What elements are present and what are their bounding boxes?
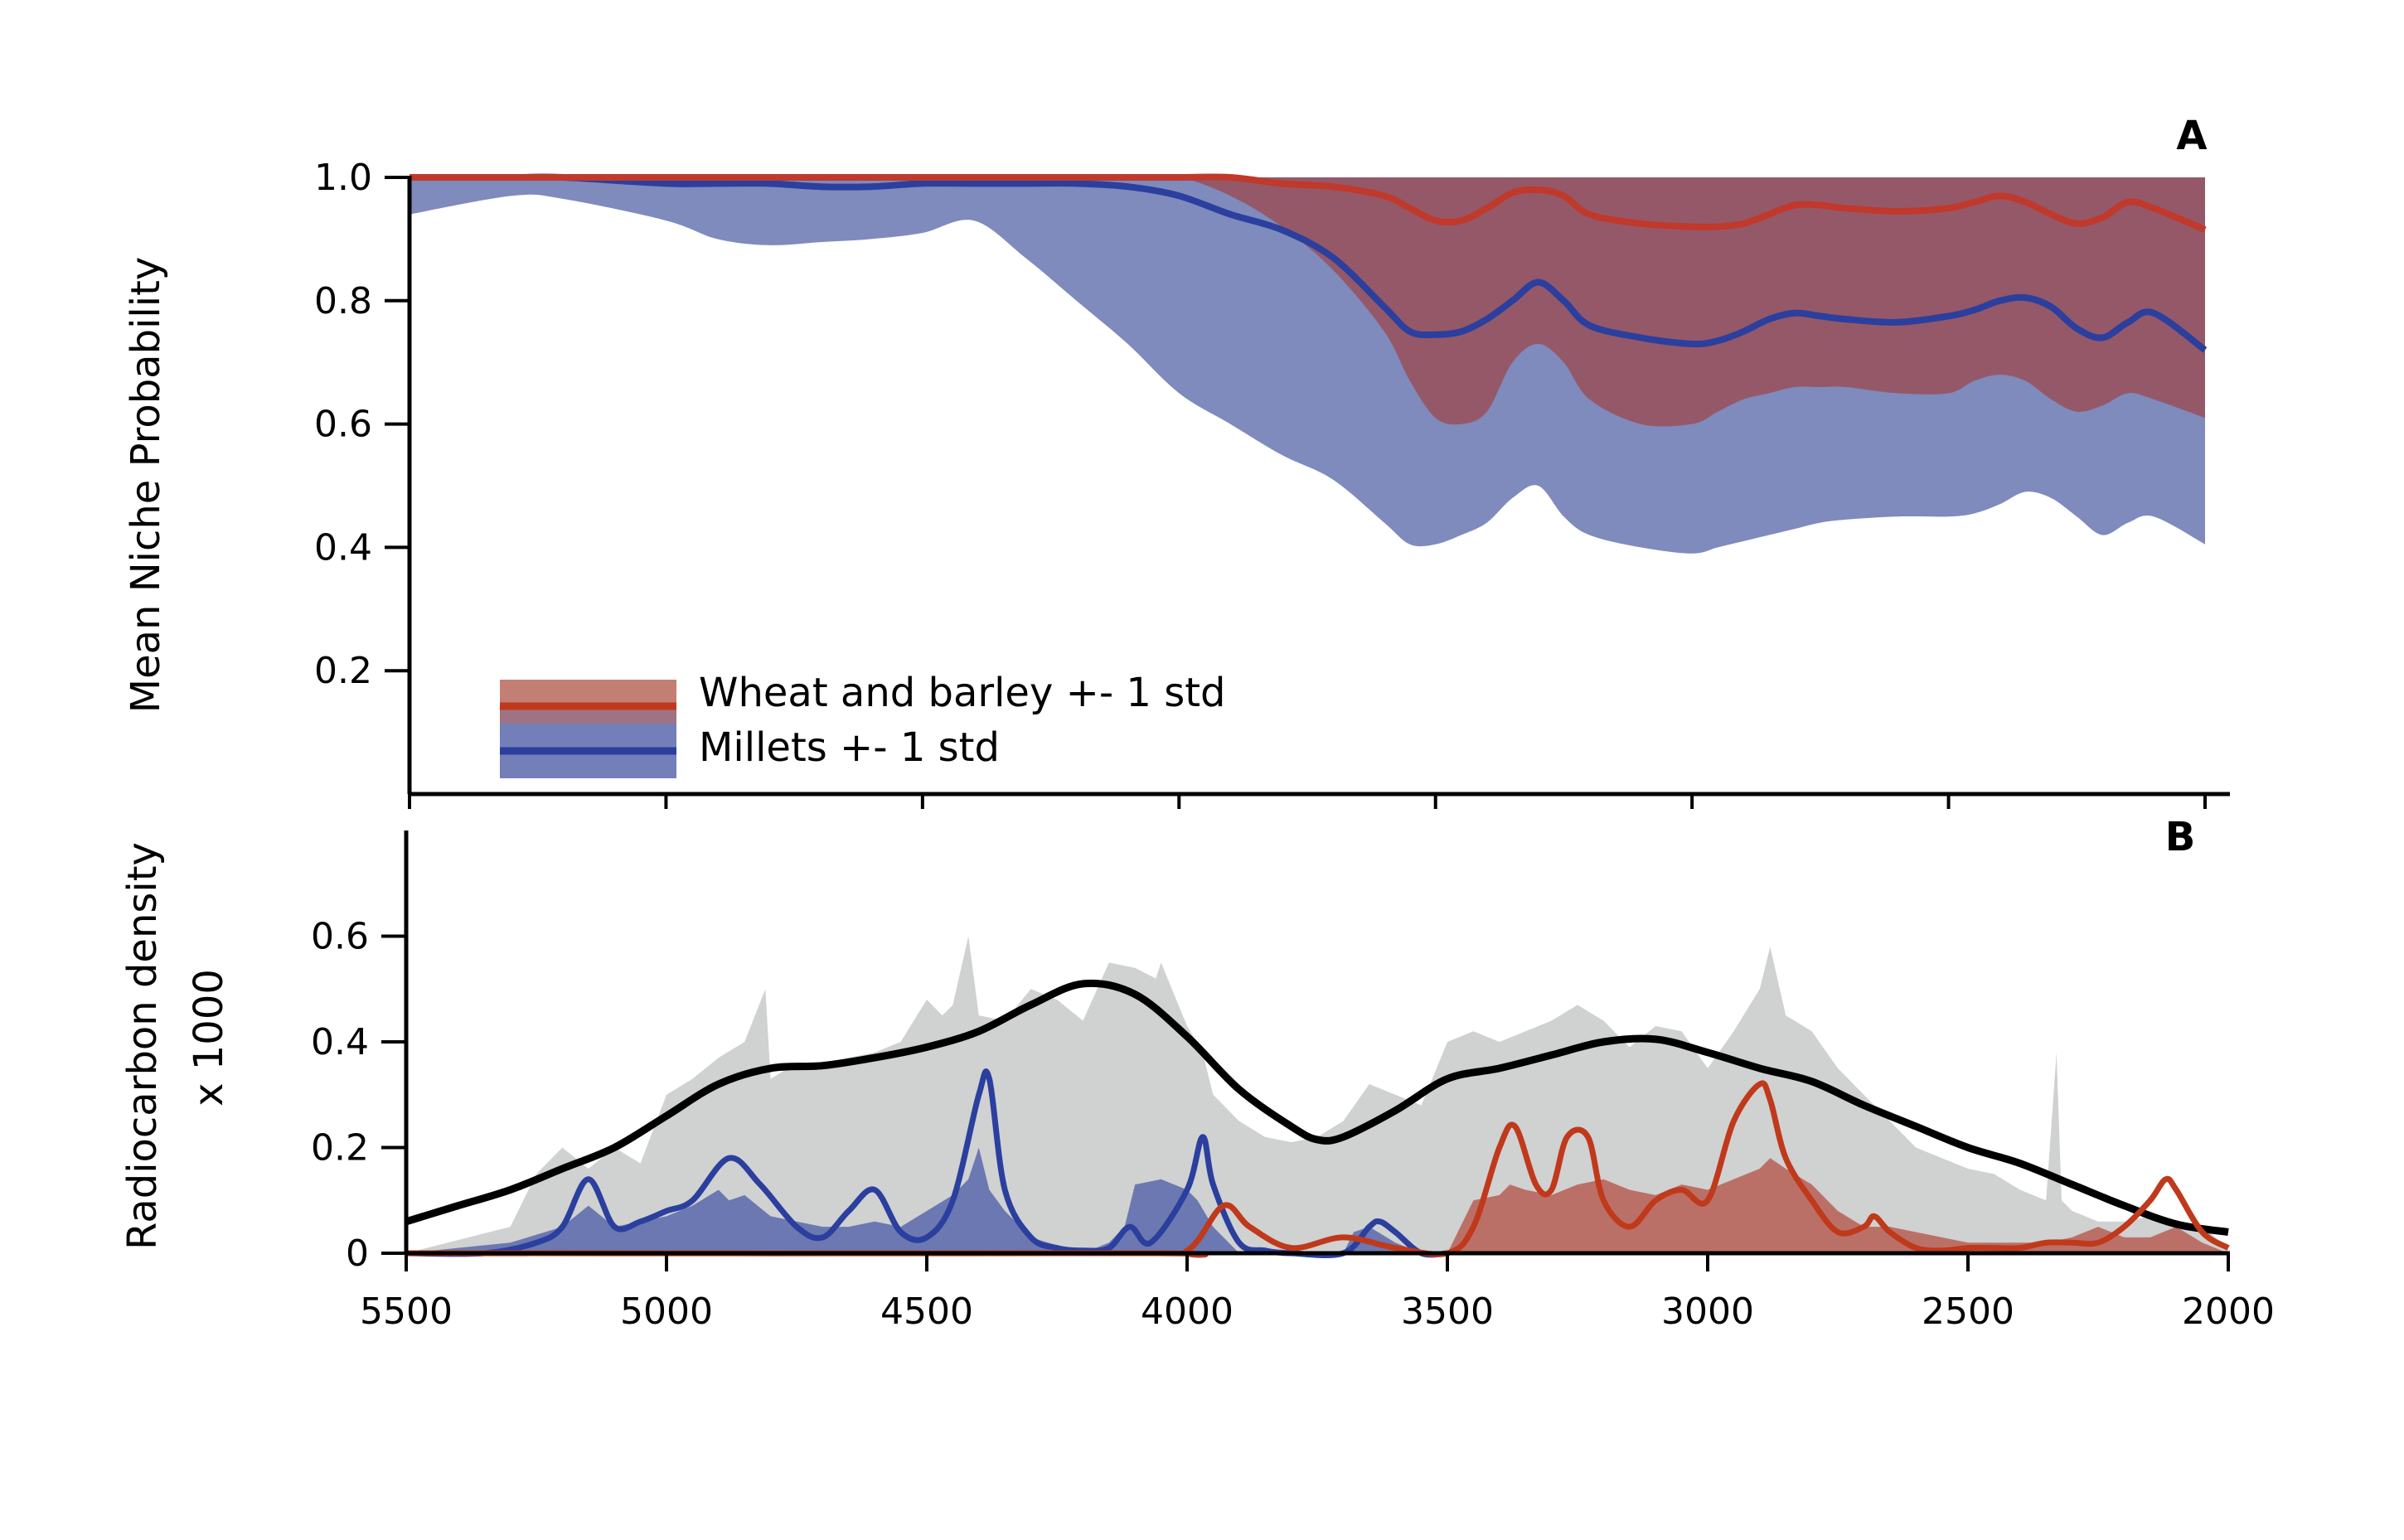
panel-a-y-ticks: 0.2 0.4 0.6 0.8 1.0	[314, 157, 410, 692]
panel-b-x-ticks: 5500 5000 4500 4000 3500 3000 2500 2000	[360, 1253, 2275, 1333]
panel-b-y-tick-label-0-2: 0.2	[311, 1127, 369, 1170]
panel-b-y-tick-label-0-4: 0.4	[311, 1021, 369, 1063]
panel-b: 0 0.2 0.4 0.6 5500 5000 4500 4000 3500 3000 2500 2…	[119, 814, 2275, 1333]
panel-a-y-tick-label-0-8: 0.8	[314, 280, 372, 322]
panel-a-x-ticks	[408, 794, 2207, 809]
panel-a-y-tick-label-0-4: 0.4	[314, 526, 372, 569]
panel-a: 0.2 0.4 0.6 0.8 1.0 Mean Niche Probability A…	[123, 113, 2230, 809]
panel-b-y-ticks: 0 0.2 0.4 0.6	[311, 916, 406, 1275]
panel-a-y-tick-label-0-6: 0.6	[314, 404, 372, 446]
wheat-barley-mean-line	[410, 173, 2207, 233]
panel-b-x-tick-label-4500: 4500	[880, 1291, 973, 1333]
panel-b-plot-area	[405, 936, 2230, 1258]
legend-wheat-label: Wheat and barley +- 1 std	[699, 670, 1226, 716]
panel-b-x-tick-label-3500: 3500	[1401, 1291, 1494, 1333]
panel-b-x-tick-label-3000: 3000	[1661, 1291, 1754, 1333]
panel-a-y-axis-title: Mean Niche Probability	[123, 257, 169, 714]
legend-overlap-swatch	[500, 707, 676, 724]
panel-b-y-axis-title-line1: Radiocarbon density	[119, 842, 166, 1250]
panel-b-x-tick-label-2500: 2500	[1922, 1291, 2014, 1333]
wheat-barley-radiocarbon-fill	[1447, 1158, 2228, 1253]
panel-a-letter: A	[2176, 113, 2207, 159]
wheat-and-barley-density-line	[405, 1080, 2230, 1258]
total-density-density-line	[405, 979, 2229, 1236]
panel-b-x-tick-label-2000: 2000	[2182, 1291, 2275, 1333]
panel-a-y-tick-label-0-2: 0.2	[314, 650, 372, 692]
panel-a-y-tick-label-1: 1.0	[314, 157, 372, 199]
panel-a-legend: Wheat and barley +- 1 std Millets +- 1 s…	[500, 670, 1226, 778]
panel-b-y-axis-title-line2: x 1000	[186, 969, 232, 1107]
panel-b-y-tick-label-0-6: 0.6	[311, 916, 369, 958]
panel-b-x-tick-label-5500: 5500	[360, 1291, 453, 1333]
panel-a-plot-area	[410, 173, 2208, 554]
wheat-barley-std-band	[410, 176, 2205, 427]
panel-b-letter: B	[2165, 814, 2196, 860]
legend-millet-label: Millets +- 1 std	[699, 724, 1000, 771]
millet-mean-line	[410, 173, 2208, 353]
panel-b-x-tick-label-4000: 4000	[1141, 1291, 1234, 1333]
panel-b-y-tick-label-0: 0	[346, 1232, 369, 1275]
panel-b-x-tick-label-5000: 5000	[620, 1291, 713, 1333]
